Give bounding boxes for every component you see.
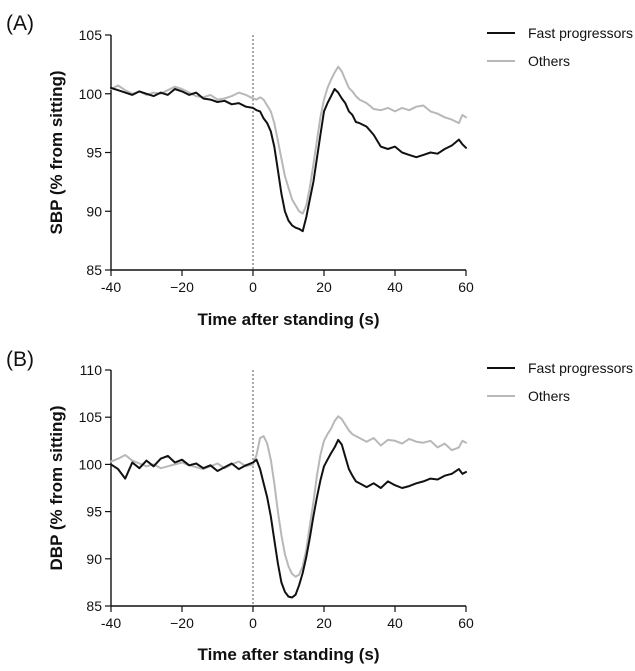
panel-label: (A): [6, 12, 34, 35]
x-tick-label: -40: [101, 279, 121, 295]
series-line-fast-progressors: [110, 438, 467, 599]
y-tick-label: 85: [86, 262, 102, 278]
x-tick-label: 40: [387, 615, 403, 631]
series-line-others: [110, 65, 467, 215]
y-tick-label: 85: [86, 598, 102, 614]
y-tick-label: 90: [86, 551, 102, 567]
panel-label: (B): [6, 348, 34, 371]
x-tick-label: 60: [458, 279, 474, 295]
legend-label: Others: [528, 388, 570, 404]
y-axis-title: SBP (% from sitting): [47, 70, 66, 234]
y-tick-label: 100: [79, 456, 103, 472]
y-tick-label: 100: [79, 86, 103, 102]
x-tick-label: 20: [316, 279, 332, 295]
y-axis-title: DBP (% from sitting): [47, 406, 66, 571]
legend-label: Fast progressors: [528, 360, 633, 376]
x-tick-label: 0: [249, 615, 257, 631]
chart-panel-b: (B) 85 90 95 100 105 110 -40 −20 0 20 40 60 Fast prog…: [6, 348, 633, 664]
legend-label: Others: [528, 53, 570, 69]
series-line-fast-progressors: [110, 86, 467, 233]
y-tick-label: 95: [86, 145, 102, 161]
x-tick-label: -40: [101, 615, 121, 631]
x-tick-label: −20: [170, 279, 194, 295]
x-tick-label: 60: [458, 615, 474, 631]
y-tick-label: 105: [79, 409, 103, 425]
x-tick-label: 0: [249, 279, 257, 295]
legend-label: Fast progressors: [528, 25, 633, 41]
x-tick-label: 40: [387, 279, 403, 295]
chart-panel-a: (A) 85 90 95 100 105 -40 −20 0 20 40 60 Fast progres…: [6, 12, 633, 329]
y-tick-label: 110: [80, 362, 103, 378]
y-tick-label: 105: [79, 27, 103, 43]
x-axis-title: Time after standing (s): [198, 645, 380, 664]
y-tick-label: 95: [86, 504, 102, 520]
x-axis-title: Time after standing (s): [198, 310, 380, 329]
x-tick-label: 20: [316, 615, 332, 631]
series-line-others: [110, 415, 467, 578]
y-tick-label: 90: [86, 203, 102, 219]
x-tick-label: −20: [170, 615, 194, 631]
